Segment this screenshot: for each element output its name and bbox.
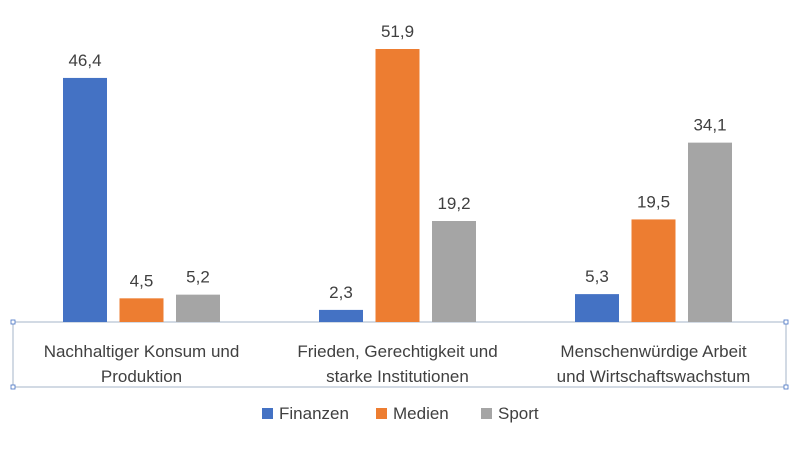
data-label: 5,3 xyxy=(585,267,609,286)
bar-medien-0[interactable] xyxy=(119,298,164,322)
category-tick-label: Frieden, Gerechtigkeit und xyxy=(297,342,497,361)
legend-swatch-finanzen xyxy=(262,408,273,419)
legend-swatch-medien xyxy=(376,408,387,419)
legend-label-finanzen[interactable]: Finanzen xyxy=(279,404,349,423)
data-label: 5,2 xyxy=(186,268,210,287)
bar-finanzen-2[interactable] xyxy=(575,294,619,322)
bar-finanzen-1[interactable] xyxy=(319,309,363,322)
data-label: 34,1 xyxy=(693,116,726,135)
legend-label-sport[interactable]: Sport xyxy=(498,404,539,423)
data-label: 4,5 xyxy=(130,271,154,290)
legend-label-medien[interactable]: Medien xyxy=(393,404,449,423)
bar-sport-0[interactable] xyxy=(176,294,220,322)
selection-handle[interactable] xyxy=(10,384,16,390)
bar-medien-1[interactable] xyxy=(375,49,420,322)
data-label: 19,5 xyxy=(637,192,670,211)
data-label: 19,2 xyxy=(437,194,470,213)
category-tick-label: Menschenwürdige Arbeit xyxy=(560,342,746,361)
category-tick-label: Produktion xyxy=(101,367,182,386)
data-label: 46,4 xyxy=(68,51,101,70)
category-tick-label: Nachhaltiger Konsum und xyxy=(44,342,240,361)
selection-handle[interactable] xyxy=(10,319,16,325)
legend-swatch-sport xyxy=(481,408,492,419)
category-tick-label: starke Institutionen xyxy=(326,367,469,386)
selection-handle[interactable] xyxy=(783,384,789,390)
bar-sport-2[interactable] xyxy=(688,142,732,322)
bar-finanzen-0[interactable] xyxy=(63,77,107,322)
bar-sport-1[interactable] xyxy=(432,221,476,322)
category-tick-label: und Wirtschaftswachstum xyxy=(557,367,751,386)
data-label: 2,3 xyxy=(329,283,353,302)
selection-handle[interactable] xyxy=(783,319,789,325)
data-label: 51,9 xyxy=(381,22,414,41)
bar-medien-2[interactable] xyxy=(631,219,676,322)
